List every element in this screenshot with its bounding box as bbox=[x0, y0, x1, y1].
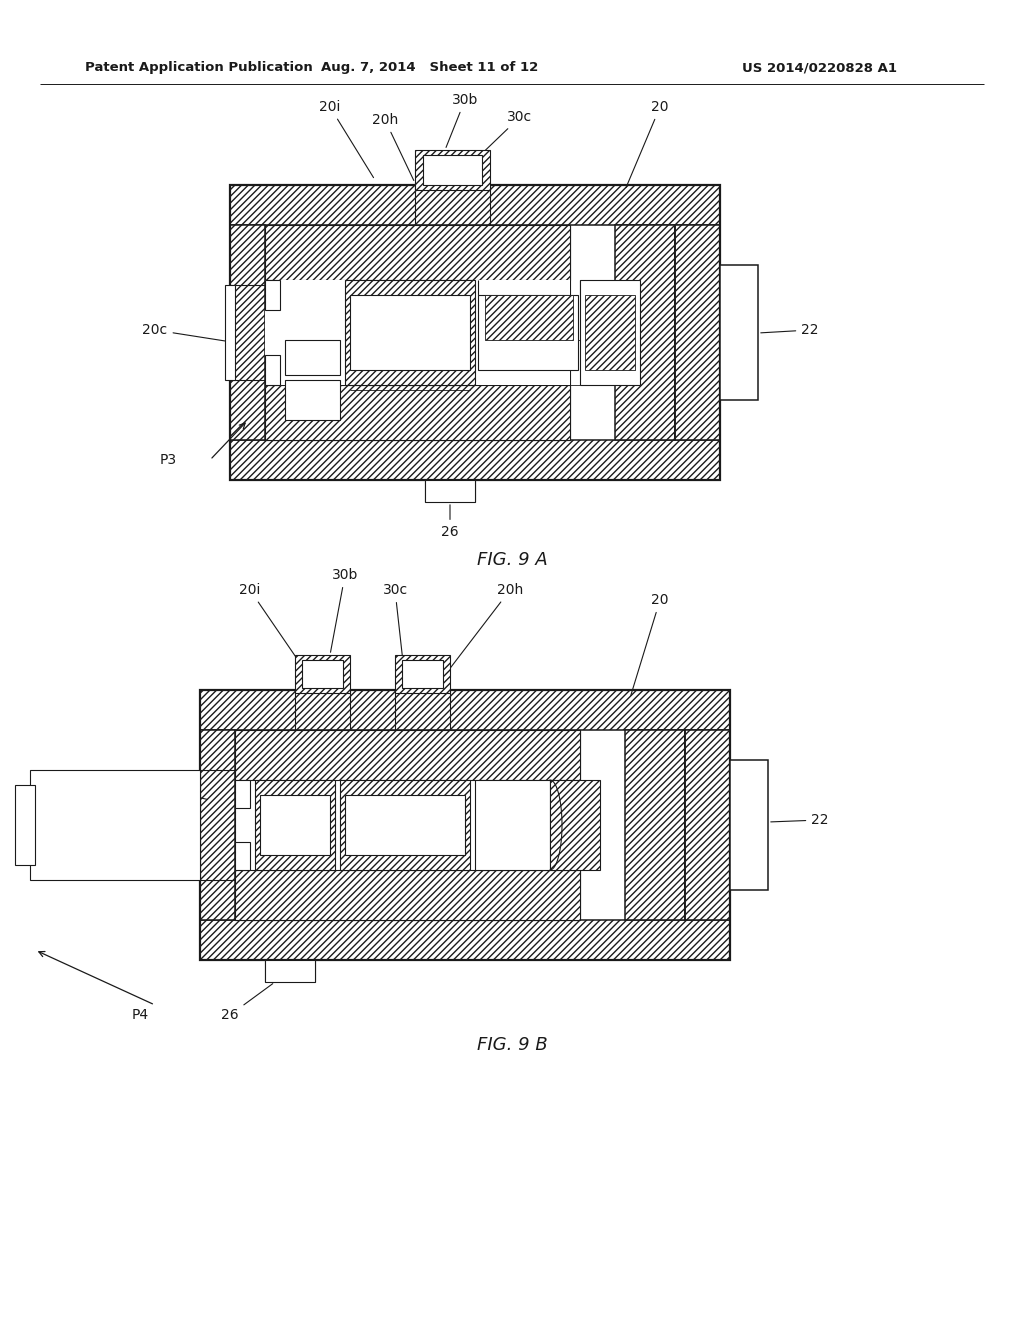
Bar bbox=[260, 795, 330, 855]
Text: 20c: 20c bbox=[142, 323, 236, 343]
Bar bbox=[230, 185, 720, 480]
Bar bbox=[485, 294, 573, 341]
Text: 20: 20 bbox=[631, 593, 669, 696]
Bar bbox=[265, 224, 570, 440]
Bar bbox=[234, 780, 250, 808]
Bar bbox=[265, 355, 280, 385]
Text: 30c: 30c bbox=[472, 110, 532, 164]
Text: P3: P3 bbox=[160, 453, 176, 467]
Text: 30c: 30c bbox=[382, 583, 408, 677]
Text: 30b: 30b bbox=[446, 92, 478, 148]
Bar bbox=[350, 294, 470, 370]
Bar bbox=[234, 730, 580, 920]
Text: 20h: 20h bbox=[436, 583, 523, 686]
Bar bbox=[265, 385, 570, 440]
Bar bbox=[30, 770, 200, 880]
Bar bbox=[625, 730, 685, 920]
Bar bbox=[295, 655, 350, 693]
Bar bbox=[230, 185, 720, 224]
Bar bbox=[475, 780, 550, 870]
Bar bbox=[225, 285, 234, 380]
Bar bbox=[402, 660, 443, 688]
Text: Aug. 7, 2014   Sheet 11 of 12: Aug. 7, 2014 Sheet 11 of 12 bbox=[322, 62, 539, 74]
Bar bbox=[345, 795, 465, 855]
Bar bbox=[265, 960, 315, 982]
Text: P4: P4 bbox=[131, 1008, 148, 1022]
Text: 22: 22 bbox=[761, 323, 819, 337]
Bar bbox=[423, 154, 482, 185]
Bar bbox=[265, 280, 280, 310]
Bar bbox=[340, 780, 470, 870]
Bar bbox=[285, 341, 340, 375]
Text: 20i: 20i bbox=[319, 100, 374, 178]
Text: Patent Application Publication: Patent Application Publication bbox=[85, 62, 312, 74]
Text: 20c: 20c bbox=[108, 774, 207, 800]
Bar bbox=[675, 224, 720, 440]
Bar bbox=[200, 690, 730, 730]
Text: 26: 26 bbox=[221, 983, 272, 1022]
Text: 20: 20 bbox=[626, 100, 669, 187]
Bar bbox=[200, 690, 730, 960]
Bar bbox=[415, 150, 490, 190]
Bar bbox=[265, 224, 570, 280]
Bar bbox=[395, 655, 450, 693]
Text: 20h: 20h bbox=[372, 114, 414, 181]
Bar bbox=[200, 920, 730, 960]
Bar bbox=[234, 842, 250, 870]
Bar bbox=[234, 870, 580, 920]
Bar bbox=[345, 280, 475, 385]
Bar bbox=[425, 480, 475, 502]
Bar bbox=[585, 294, 635, 370]
Text: 22: 22 bbox=[771, 813, 828, 828]
Text: US 2014/0220828 A1: US 2014/0220828 A1 bbox=[742, 62, 897, 74]
Bar bbox=[234, 730, 580, 780]
Bar bbox=[230, 440, 720, 480]
Bar bbox=[255, 780, 335, 870]
Bar bbox=[285, 380, 340, 420]
Text: 30b: 30b bbox=[331, 568, 358, 652]
Bar bbox=[265, 280, 570, 385]
Bar bbox=[615, 224, 675, 440]
Bar bbox=[730, 760, 768, 890]
Bar bbox=[302, 660, 343, 688]
Text: 20i: 20i bbox=[240, 583, 313, 682]
Bar bbox=[550, 780, 600, 870]
Bar bbox=[478, 294, 578, 370]
Bar bbox=[580, 280, 640, 385]
Text: 26: 26 bbox=[441, 504, 459, 539]
Bar bbox=[200, 730, 234, 920]
Bar bbox=[15, 785, 35, 865]
Bar bbox=[685, 730, 730, 920]
Text: FIG. 9 A: FIG. 9 A bbox=[476, 550, 548, 569]
Bar bbox=[720, 265, 758, 400]
Text: FIG. 9 B: FIG. 9 B bbox=[476, 1036, 548, 1053]
Bar bbox=[230, 224, 265, 440]
